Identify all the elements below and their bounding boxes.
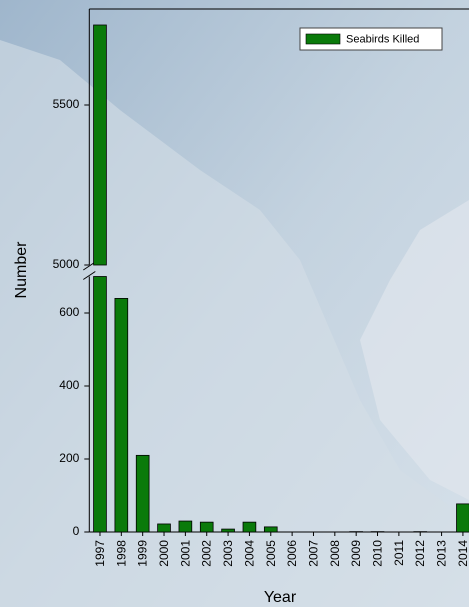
bar (242, 521, 257, 533)
x-tick-label: 2004 (242, 540, 256, 567)
bar (114, 297, 129, 533)
bar (221, 528, 235, 533)
y-tick-label: 0 (73, 524, 80, 538)
bar (199, 521, 214, 533)
x-tick-label: 2011 (392, 540, 406, 566)
y-tick-label: 5000 (53, 257, 80, 271)
x-tick-label: 2009 (349, 540, 363, 567)
x-tick-label: 2002 (200, 540, 214, 567)
x-tick-label: 2006 (285, 540, 299, 567)
x-tick-label: 2013 (435, 540, 449, 567)
x-tick-label: 2003 (221, 540, 235, 567)
y-tick-label: 5500 (53, 97, 80, 111)
bar (456, 503, 469, 533)
x-tick-label: 2007 (306, 540, 320, 567)
bar (157, 523, 171, 533)
y-tick-label: 200 (59, 451, 79, 465)
bar (93, 24, 107, 266)
x-axis-label: Year (264, 589, 297, 606)
x-tick-label: 2012 (413, 540, 427, 567)
x-tick-label: 1997 (93, 540, 107, 567)
x-tick-label: 1999 (136, 540, 150, 567)
x-tick-label: 2001 (178, 540, 192, 567)
bar (93, 276, 107, 533)
legend-swatch (305, 33, 341, 45)
bar (135, 454, 150, 533)
bar (263, 526, 278, 533)
y-axis-label: Number (13, 241, 30, 299)
x-tick-label: 2008 (328, 540, 342, 567)
y-tick-label: 600 (59, 305, 79, 319)
legend-label: Seabirds Killed (346, 33, 419, 45)
map-shape (360, 200, 469, 500)
x-tick-label: 2010 (371, 540, 385, 567)
legend-box (299, 27, 443, 51)
axis-break (83, 271, 96, 280)
x-tick-label: 1998 (114, 540, 128, 567)
x-tick-label: 2005 (264, 540, 278, 567)
y-tick-label: 400 (59, 378, 79, 392)
x-tick-label: 2000 (157, 540, 171, 567)
bar (178, 520, 193, 533)
x-tick-label: 2014 (456, 540, 469, 567)
